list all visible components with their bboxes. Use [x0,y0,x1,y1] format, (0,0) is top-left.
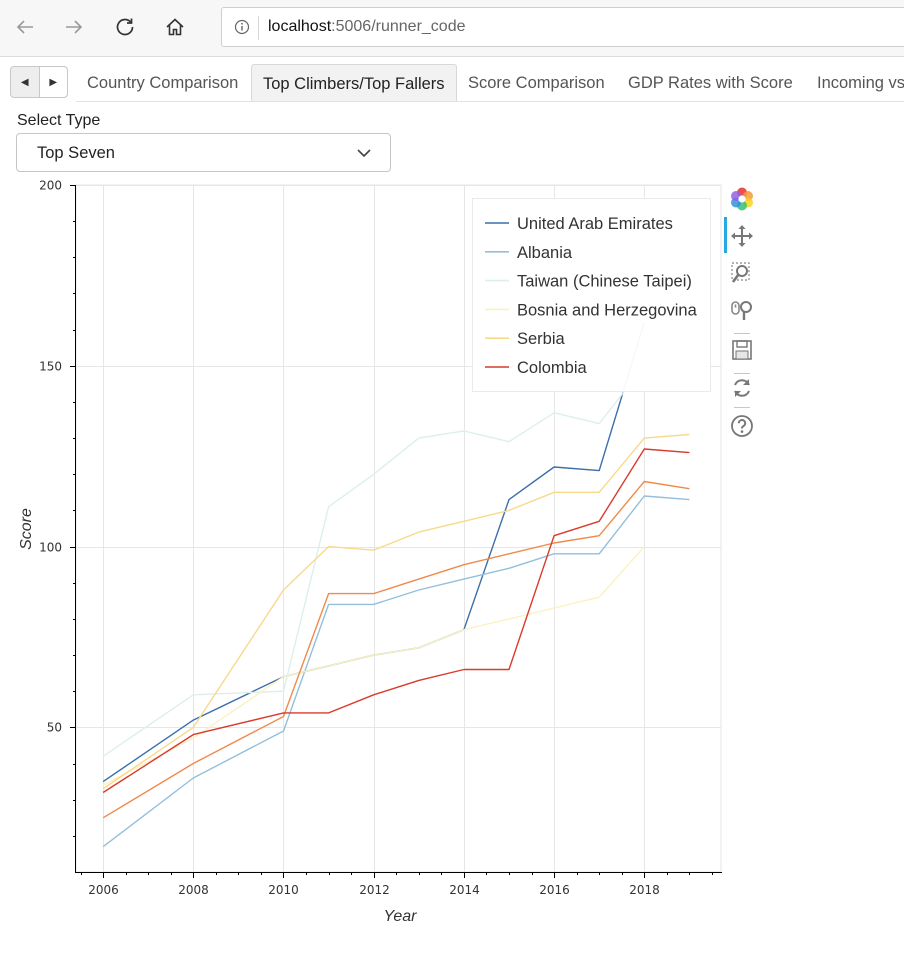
forward-icon [66,20,83,34]
legend-item-label: Bosnia and Herzegovina [517,301,698,319]
select-value: Top Seven [37,144,115,162]
reload-icon [116,18,134,36]
tab-scroll-left-button[interactable]: ◀ [11,67,39,97]
help-icon[interactable] [730,414,754,438]
tab-scroll-right-button[interactable]: ▶ [38,67,67,97]
series-line-colombia [102,448,690,794]
bokeh-logo-icon[interactable] [730,187,754,211]
x-tick-label: 2014 [449,883,480,897]
url-text[interactable]: localhost:5006/runner_code [268,18,465,36]
tab-country-comparison[interactable]: Country Comparison [87,74,239,92]
legend-item-label: Albania [517,244,573,262]
series-line-unlabeled-5 [102,480,690,819]
active-tool-indicator [724,217,727,253]
x-axis-label: Year [384,908,418,925]
series-line-taiwan-chinese-taipei [102,365,645,757]
wheel-zoom-icon[interactable] [730,298,754,322]
x-tick-label: 2010 [268,883,299,897]
legend-item-label: United Arab Emirates [517,215,673,233]
y-axis-ticks: 50 100 150 200 [39,179,76,837]
url-host: localhost [268,18,332,35]
tab-scroll-controls: ◀ ▶ [10,66,68,98]
tab-bar: ◀ ▶ Country Comparison Top Climbers/Top … [0,64,904,102]
browser-toolbar: localhost:5006/runner_code [0,0,904,57]
series-line-serbia [102,433,690,790]
legend-item-label: Taiwan (Chinese Taipei) [517,273,692,291]
toolbar-separator [734,407,750,408]
chevron-down-icon [357,149,371,158]
url-path: :5006/runner_code [331,18,466,35]
tab-divider [76,101,904,102]
score-line-chart[interactable]: 50 100 150 200 2006 2008 2010 2012 2014 2016 2018… [0,175,904,935]
x-tick-label: 2008 [178,883,209,897]
x-tick-label: 2016 [539,883,570,897]
tab-incoming-vs[interactable]: Incoming vs [817,74,904,92]
back-icon [16,20,33,34]
select-type-label: Select Type [17,112,101,129]
chart-legend: United Arab Emirates Albania Taiwan (Chine… [472,198,711,392]
select-type-dropdown[interactable]: Top Seven [16,133,391,172]
y-tick-label: 100 [39,541,62,555]
tab-score-comparison[interactable]: Score Comparison [468,74,605,92]
toolbar-separator [734,373,750,374]
save-icon[interactable] [730,338,754,362]
x-axis-ticks: 2006 2008 2010 2012 2014 2016 2018 [81,872,713,897]
series-line-bosnia-and-herzegovina [102,546,645,786]
home-icon [166,18,184,36]
x-tick-label: 2006 [88,883,119,897]
back-button[interactable] [8,10,42,44]
y-tick-label: 150 [39,360,62,374]
series-line-albania [102,495,690,848]
info-icon[interactable] [234,19,250,35]
address-bar[interactable]: localhost:5006/runner_code [221,7,904,47]
reset-icon[interactable] [730,376,754,400]
toolbar-separator [734,333,750,334]
triangle-right-icon: ▶ [49,76,58,88]
legend-item-label: Colombia [517,359,588,377]
pan-icon[interactable] [730,224,754,248]
forward-button[interactable] [57,10,91,44]
legend-box [472,198,711,392]
address-divider [258,16,259,40]
triangle-left-icon: ◀ [20,76,29,88]
x-tick-label: 2012 [359,883,390,897]
plot-toolbar [724,183,760,443]
series-layer [102,322,690,848]
y-axis-label: Score [18,508,35,550]
home-button[interactable] [158,10,192,44]
y-tick-label: 200 [39,179,62,193]
tab-gdp-rates[interactable]: GDP Rates with Score [628,74,793,92]
legend-item-label: Serbia [517,330,566,348]
x-tick-label: 2018 [629,883,660,897]
reload-button[interactable] [108,10,142,44]
box-zoom-icon[interactable] [730,261,754,285]
tab-top-climbers-fallers[interactable]: Top Climbers/Top Fallers [251,64,457,101]
y-tick-label: 50 [47,721,62,735]
